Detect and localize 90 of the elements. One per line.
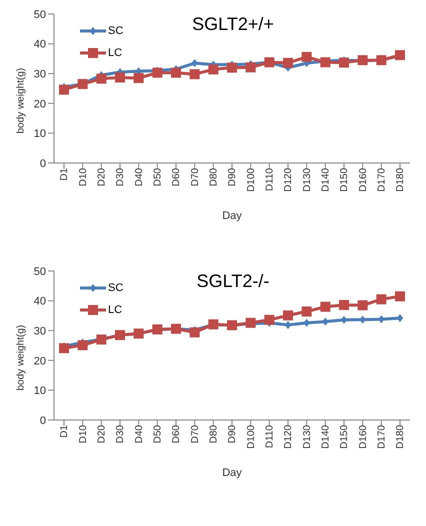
y-tick-label: 0 (40, 158, 46, 170)
y-tick-label: 10 (34, 128, 46, 140)
y-tick-label: 40 (34, 38, 46, 51)
x-tick-label: D150 (339, 168, 350, 192)
point (96, 74, 106, 84)
point (303, 318, 310, 327)
chart-title: SGLT2+/+ (192, 14, 274, 34)
point (134, 73, 144, 84)
x-tick-label: D180 (395, 168, 406, 192)
x-tick-label: D60 (171, 168, 182, 186)
x-tick-label: D100 (246, 168, 257, 192)
y-tick-label: 30 (34, 68, 46, 81)
point (78, 340, 88, 350)
point (302, 52, 312, 62)
x-tick-label: D180 (395, 424, 406, 449)
y-tick-label: 50 (34, 8, 46, 21)
point (190, 69, 200, 80)
point (190, 327, 200, 338)
chart-title: SGLT2-/- (196, 271, 270, 291)
x-tick-label: D60 (171, 424, 182, 444)
legend-label: LC (108, 47, 122, 59)
point (191, 59, 198, 68)
x-tick-label: D90 (227, 168, 238, 186)
x-tick-label: D100 (246, 424, 257, 449)
legend-label: SC (108, 282, 124, 294)
y-tick-label: 20 (34, 355, 46, 368)
x-tick-label: D110 (264, 424, 276, 448)
y-tick-label: 50 (34, 266, 46, 278)
y-tick-label: 10 (34, 385, 46, 398)
point (59, 343, 69, 354)
x-tick-label: D120 (283, 168, 294, 192)
x-tick-label: D170 (376, 424, 388, 449)
point (340, 316, 348, 324)
point (320, 302, 330, 312)
x-tick-label: D80 (208, 424, 220, 444)
point (339, 58, 349, 68)
point (339, 300, 349, 310)
point (152, 68, 162, 78)
x-tick-label: D160 (358, 424, 369, 449)
point (171, 68, 181, 78)
x-tick-label: D20 (96, 424, 108, 444)
x-tick-label: D50 (152, 424, 164, 444)
x-tick-label: D140 (320, 168, 332, 192)
x-tick-label: D120 (283, 424, 294, 449)
y-tick-label: 30 (34, 326, 46, 338)
x-tick-label: D30 (115, 424, 126, 444)
x-tick-label: D150 (339, 424, 350, 449)
point (358, 300, 368, 310)
x-tick-label: D170 (376, 168, 388, 192)
x-tick-label: D1 (59, 168, 70, 181)
x-tick-label: D20 (96, 168, 108, 186)
point (284, 320, 292, 329)
x-tick-label: D10 (78, 424, 89, 444)
x-tick-label: D70 (190, 168, 201, 186)
x-tick-label: D40 (134, 424, 145, 444)
point (302, 306, 312, 317)
x-tick-label: D90 (227, 424, 238, 444)
y-tick-label: 40 (34, 296, 46, 308)
x-tick-label: D130 (302, 168, 313, 192)
point (283, 58, 293, 68)
y-axis-title: body weight(g) (16, 324, 27, 390)
legend-label: LC (108, 304, 122, 316)
point (396, 314, 404, 322)
legend-label: SC (108, 25, 124, 37)
y-tick-label: 0 (40, 414, 46, 427)
point (246, 62, 256, 72)
point (264, 314, 274, 325)
point (376, 294, 386, 304)
point (322, 318, 329, 326)
x-tick-label: D70 (190, 424, 201, 444)
x-tick-label: D50 (152, 168, 164, 186)
x-tick-label: D40 (134, 168, 145, 186)
point (283, 310, 293, 320)
point (59, 84, 69, 95)
x-tick-label: D160 (358, 168, 369, 192)
x-tick-label: D30 (115, 168, 126, 186)
y-axis-title: body weight(g) (16, 68, 27, 134)
x-tick-label: D80 (208, 168, 220, 186)
x-tick-label: D10 (78, 168, 89, 186)
x-axis-title: Day (222, 467, 242, 479)
x-tick-label: D110 (264, 168, 276, 192)
x-tick-label: D140 (320, 424, 332, 449)
x-tick-label: D1 (59, 424, 70, 438)
y-tick-label: 20 (34, 98, 46, 110)
point (227, 62, 237, 73)
x-tick-label: D130 (302, 424, 313, 449)
point (115, 72, 125, 82)
point (208, 64, 218, 74)
x-axis-title: Day (222, 210, 242, 222)
point (395, 291, 405, 302)
